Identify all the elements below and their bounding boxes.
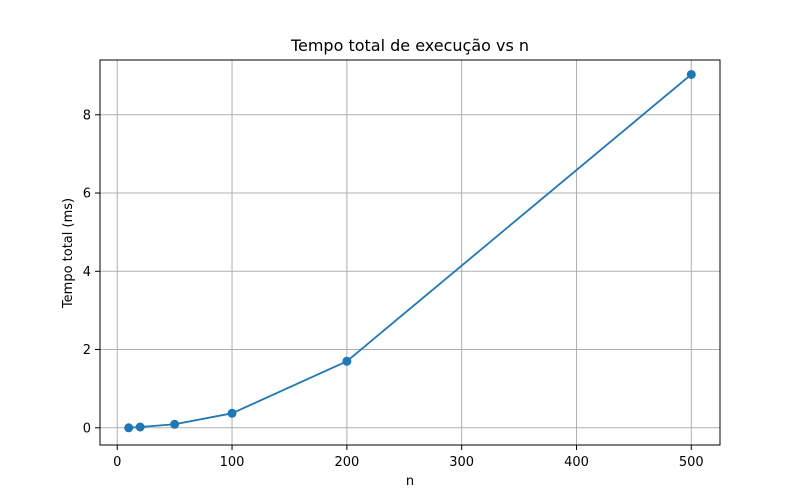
plot-frame — [99, 59, 721, 446]
data-point — [124, 423, 134, 433]
data-point — [686, 69, 696, 79]
y-axis: 0 2 4 6 8 — [83, 108, 100, 436]
chart-title: Tempo total de execução vs n — [290, 36, 529, 55]
y-tick-label: 2 — [83, 343, 91, 358]
y-tick-label: 8 — [83, 108, 91, 123]
x-axis: 0 100 200 300 400 500 — [113, 445, 704, 470]
x-tick-label: 0 — [113, 455, 121, 470]
x-tick-label: 200 — [334, 455, 359, 470]
x-tick-label: 400 — [564, 455, 589, 470]
y-tick-label: 4 — [83, 265, 91, 280]
x-axis-label: n — [406, 474, 414, 489]
x-tick-label: 300 — [449, 455, 474, 470]
data-point — [135, 422, 145, 432]
data-point — [342, 356, 352, 366]
data-point — [170, 419, 180, 429]
x-tick-label: 500 — [679, 455, 704, 470]
grid — [100, 60, 720, 445]
series-layer — [124, 69, 696, 433]
y-tick-label: 6 — [83, 187, 91, 202]
y-axis-label: Tempo total (ms) — [61, 198, 76, 309]
x-tick-label: 100 — [220, 455, 245, 470]
y-tick-label: 0 — [83, 421, 91, 436]
data-point — [227, 408, 237, 418]
